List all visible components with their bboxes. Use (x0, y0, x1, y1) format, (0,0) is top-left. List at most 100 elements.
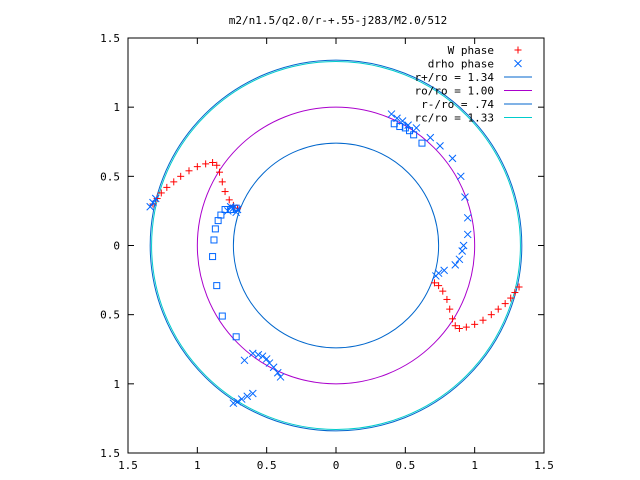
drho-phase-point (248, 349, 257, 358)
circle-r-ro (149, 59, 523, 432)
w-phase-point (507, 294, 515, 302)
drho-phase-point (440, 266, 449, 275)
drho-phase-point (248, 389, 257, 398)
w-phase-point (216, 168, 224, 176)
y-tick-label: 1 (113, 378, 120, 391)
w-phase-point (225, 196, 233, 204)
x-tick-label: 1 (194, 459, 201, 472)
w-phase-point (430, 279, 438, 287)
drho-phase-square-point (232, 333, 240, 341)
x-tick-label: 0 (333, 459, 340, 472)
w-phase-point (193, 163, 201, 171)
drho-phase-point (233, 397, 242, 406)
w-phase-point (511, 289, 519, 297)
y-tick-label: 1.5 (100, 32, 120, 45)
axis-ticks: 1.5 1 0.5 0 0.5 1 1.51.510.500.511.5 (100, 32, 554, 472)
legend-label: r-/ro = .74 (421, 98, 494, 111)
w-phase-point (153, 194, 161, 202)
legend-marker-swatch (514, 46, 522, 54)
w-phase-point (202, 160, 210, 168)
y-tick-label: 0 (113, 240, 120, 253)
drho-phase-square-point (214, 217, 222, 225)
w-phase-point (443, 295, 451, 303)
w-phase-point (163, 183, 171, 191)
drho-phase-point (455, 255, 464, 264)
drho-phase-square-point (210, 236, 218, 244)
legend-label: W phase (448, 44, 494, 57)
drho-phase-point (258, 352, 267, 361)
circle-rc-ro (151, 61, 521, 430)
w-phase-point (479, 316, 487, 324)
drho-phase-point (265, 359, 274, 367)
drho-phase-square-point (221, 206, 229, 214)
drho-phase-point (151, 194, 160, 203)
w-phase-point (439, 287, 447, 295)
w-phase-point (448, 315, 456, 323)
drho-phase-point (237, 395, 246, 403)
w-phase-point (487, 311, 495, 319)
drho-phase-point (463, 213, 472, 222)
w-phase-point (515, 283, 523, 291)
w-phase-point (177, 172, 185, 180)
y-tick-label: 0.5 (100, 309, 120, 322)
drho-phase-point (459, 241, 468, 250)
w-phase-point (209, 159, 217, 166)
drho-phase-square-point (218, 312, 226, 320)
drho-phase-point (448, 154, 457, 163)
drho-phase-point (412, 124, 421, 132)
drho-phase-square-point (209, 253, 217, 261)
data-markers (146, 110, 523, 408)
drho-phase-point (456, 172, 465, 181)
drho-phase-point (461, 193, 469, 201)
w-phase-point (455, 325, 463, 332)
legend-label: r+/ro = 1.34 (415, 71, 495, 84)
w-phase-point (446, 305, 454, 313)
drho-phase-point (262, 355, 271, 363)
w-phase-point (157, 189, 165, 197)
drho-phase-point (273, 368, 282, 377)
w-phase-point (170, 178, 178, 186)
x-tick-label: 1.5 (534, 459, 554, 472)
w-phase-point (501, 300, 509, 308)
drho-phase-point (436, 142, 444, 150)
drho-phase-point (240, 356, 249, 365)
drho-phase-square-point (418, 139, 426, 147)
drho-phase-point (276, 373, 285, 381)
x-tick-label: 0.5 (395, 459, 415, 472)
y-tick-label: 0.5 (100, 170, 120, 183)
drho-phase-point (387, 110, 396, 118)
drho-phase-point (431, 272, 440, 280)
drho-phase-square-point (213, 282, 221, 290)
legend-label: drho phase (428, 58, 494, 71)
drho-phase-point (149, 198, 157, 207)
drho-phase-point (458, 247, 467, 255)
x-tick-label: 1.5 (118, 459, 138, 472)
drho-phase-point (146, 202, 155, 211)
w-phase-point (471, 320, 479, 328)
circle-ro-ro (196, 106, 476, 385)
w-phase-point (435, 282, 443, 290)
drho-phase-point (426, 133, 435, 142)
drho-phase-square-point (410, 131, 418, 139)
x-tick-label: 0.5 (257, 459, 277, 472)
w-phase-point (221, 188, 229, 196)
y-tick-label: 1.5 (100, 447, 120, 460)
drho-phase-point (451, 261, 460, 269)
w-phase-point (218, 178, 226, 186)
x-tick-label: 1 (471, 459, 478, 472)
drho-phase-point (243, 392, 252, 401)
w-phase-point (185, 167, 193, 175)
chart-title: m2/n1.5/q2.0/r-+.55-j283/M2.0/512 (229, 14, 448, 27)
drho-phase-square-point (405, 127, 413, 135)
w-phase-point (451, 322, 459, 330)
legend-marker-swatch (514, 59, 522, 68)
legend-label: ro/ro = 1.00 (415, 85, 494, 98)
circle-r-ro (232, 142, 440, 349)
legend-label: rc/ro = 1.33 (415, 112, 494, 125)
w-phase-point (494, 305, 502, 313)
reference-circles (149, 59, 523, 432)
y-tick-label: 1 (113, 101, 120, 114)
drho-phase-point (463, 230, 472, 239)
